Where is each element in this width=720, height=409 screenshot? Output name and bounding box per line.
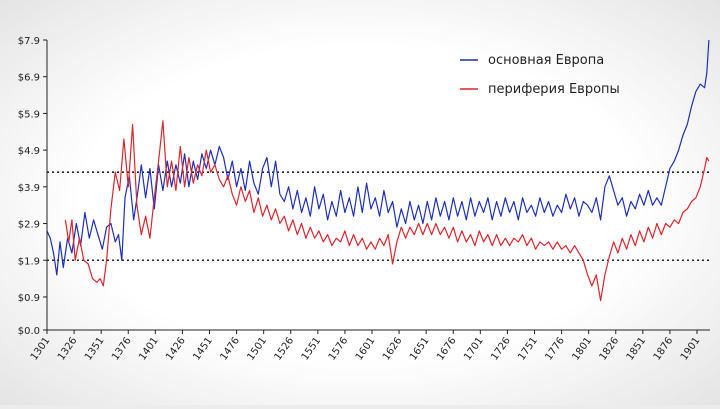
x-tick-label: 1526	[273, 335, 297, 362]
x-tick-label: 1601	[354, 335, 378, 362]
y-tick-label: $2.9	[18, 220, 40, 231]
y-tick-label: $6.9	[18, 73, 40, 84]
x-tick-label: 1701	[462, 335, 486, 362]
series-lines	[46, 39, 710, 302]
x-tick-label: 1326	[56, 335, 80, 362]
y-tick-label: $3.9	[18, 183, 40, 194]
x-tick-label: 1551	[300, 335, 324, 362]
y-tick-label: $0.0	[18, 326, 40, 337]
x-tick-label: 1751	[516, 335, 540, 362]
x-tick-label: 1351	[83, 335, 107, 362]
series-line-1	[64, 120, 710, 302]
x-tick-label: 1801	[571, 335, 595, 362]
x-tick-label: 1451	[191, 335, 215, 362]
x-tick-label: 1726	[489, 335, 513, 362]
reference-lines	[47, 171, 710, 262]
x-tick-label: 1626	[381, 335, 405, 362]
x-tick-label: 1876	[652, 335, 676, 362]
x-tick-label: 1651	[408, 335, 432, 362]
y-tick-label: $5.9	[18, 109, 40, 120]
y-tick-label: $4.9	[18, 146, 40, 157]
x-tick-label: 1401	[137, 335, 161, 362]
x-tick-label: 1426	[164, 335, 188, 362]
x-tick-label: 1576	[327, 335, 351, 362]
x-tick-label: 1851	[625, 335, 649, 362]
legend-label-core: основная Европа	[488, 53, 604, 68]
x-tick-label: 1901	[679, 335, 703, 362]
legend: основная Европа периферия Европы	[460, 53, 620, 97]
y-tick-label: $0.9	[18, 293, 40, 304]
x-tick-label: 1476	[218, 335, 242, 362]
x-tick-label: 1376	[110, 335, 134, 362]
x-tick-label: 1501	[246, 335, 270, 362]
x-tick-label: 1776	[543, 335, 567, 362]
y-tick-label: $7.9	[18, 36, 40, 47]
x-tick-label: 1826	[598, 335, 622, 362]
x-tick-label: 1676	[435, 335, 459, 362]
axes	[46, 40, 710, 331]
series-line-0	[46, 39, 710, 276]
x-tick-label: 1301	[29, 335, 53, 362]
y-tick-label: $1.9	[18, 256, 40, 267]
x-tick-labels: 1301 1326 1351 1376 1401 1426 1451 1476 1501 1526…	[29, 330, 703, 363]
y-tick-labels: $0.0 $0.9 $1.9 $2.9 $3.9 $4.9 $5.9 $6.9 $7.9	[18, 36, 47, 337]
legend-label-periphery: периферия Европы	[488, 82, 620, 97]
